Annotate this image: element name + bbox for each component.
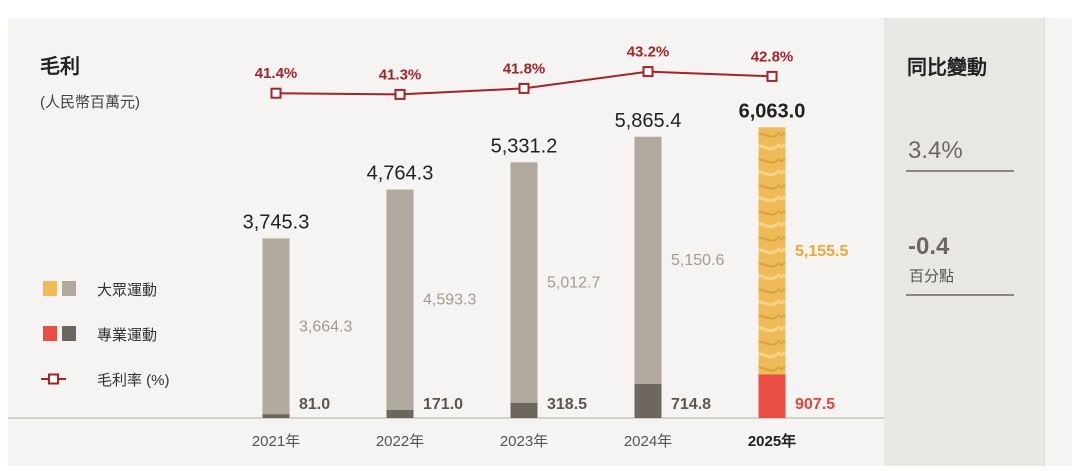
legend-swatch-mass-gold bbox=[43, 281, 57, 296]
mass-value-label-4: 5,155.5 bbox=[795, 243, 848, 260]
margin-point-4 bbox=[766, 70, 778, 82]
yoy-margin-change: -0.4 bbox=[908, 233, 950, 260]
bar-professional-2 bbox=[510, 402, 538, 418]
bar-mass-3 bbox=[634, 136, 662, 384]
bar-mass-0 bbox=[262, 238, 290, 415]
margin-label-1: 41.3% bbox=[379, 66, 422, 83]
mass-value-label-2: 5,012.7 bbox=[547, 275, 600, 292]
panel-divider bbox=[1044, 18, 1045, 466]
bar-mass-2 bbox=[510, 162, 538, 403]
total-label-2: 5,331.2 bbox=[491, 135, 558, 157]
legend-label-mass: 大眾運動 bbox=[97, 282, 157, 299]
x-tick-label-1: 2022年 bbox=[376, 433, 424, 450]
x-tick-label-4: 2025年 bbox=[748, 432, 796, 450]
margin-point-1 bbox=[394, 88, 406, 100]
legend-swatch-pro-grey bbox=[62, 326, 76, 341]
mass-value-label-3: 5,150.6 bbox=[671, 252, 724, 269]
x-tick-label-3: 2024年 bbox=[624, 433, 672, 450]
chart-title: 毛利 bbox=[40, 56, 80, 78]
legend-marker-margin bbox=[48, 373, 59, 385]
bar-mass-1 bbox=[386, 189, 414, 410]
mass-value-label-1: 4,593.3 bbox=[423, 292, 476, 309]
margin-label-2: 41.8% bbox=[503, 60, 546, 77]
yoy-title: 同比變動 bbox=[907, 57, 987, 79]
margin-label-3: 43.2% bbox=[627, 44, 670, 61]
margin-label-0: 41.4% bbox=[255, 65, 298, 82]
pro-value-label-1: 171.0 bbox=[423, 396, 463, 413]
pro-value-label-0: 81.0 bbox=[299, 396, 330, 413]
margin-label-4: 42.8% bbox=[751, 48, 794, 65]
legend-swatch-pro-red bbox=[43, 326, 57, 341]
bar-professional-4 bbox=[758, 374, 786, 418]
margin-point-3 bbox=[642, 66, 654, 78]
total-label-0: 3,745.3 bbox=[243, 211, 310, 233]
legend-swatch-mass-grey bbox=[62, 281, 76, 296]
unit-label: (人民幣百萬元) bbox=[40, 94, 140, 111]
yoy-gross-profit-change: 3.4% bbox=[908, 137, 963, 164]
legend-label-professional: 專業運動 bbox=[97, 327, 157, 344]
yoy-divider-1 bbox=[906, 170, 1014, 172]
x-tick-label-2: 2023年 bbox=[500, 433, 548, 450]
pro-value-label-2: 318.5 bbox=[547, 396, 587, 413]
yoy-divider-2 bbox=[906, 294, 1014, 296]
total-label-1: 4,764.3 bbox=[367, 163, 434, 185]
pro-value-label-3: 714.8 bbox=[671, 396, 711, 413]
total-label-4: 6,063.0 bbox=[739, 100, 806, 122]
bar-mass-4 bbox=[758, 127, 786, 375]
bar-professional-1 bbox=[386, 409, 414, 418]
total-label-3: 5,865.4 bbox=[615, 110, 682, 132]
yoy-margin-unit: 百分點 bbox=[909, 268, 955, 285]
margin-point-2 bbox=[518, 82, 530, 94]
bar-professional-3 bbox=[634, 383, 662, 418]
x-tick-label-0: 2021年 bbox=[252, 433, 300, 450]
legend-label-margin: 毛利率 (%) bbox=[97, 372, 170, 389]
margin-point-0 bbox=[270, 87, 282, 99]
pro-value-label-4: 907.5 bbox=[795, 396, 835, 413]
yoy-panel bbox=[884, 18, 1044, 466]
mass-value-label-0: 3,664.3 bbox=[299, 318, 352, 335]
bar-professional-0 bbox=[262, 414, 290, 418]
